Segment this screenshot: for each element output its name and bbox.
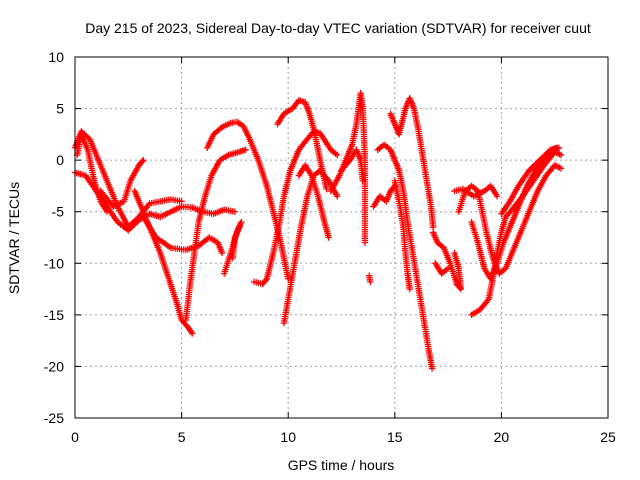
point-marks (370, 182, 398, 210)
series-arc-16 (366, 272, 374, 286)
y-tick-label: -20 (44, 358, 64, 374)
point-marks (374, 141, 436, 372)
point-marks (250, 128, 341, 288)
point-marks (498, 144, 561, 217)
series-arc-20 (391, 177, 413, 293)
y-axis-label: SDTVAR / TECUs (6, 182, 22, 294)
data-points (71, 89, 565, 372)
point-marks (97, 156, 147, 210)
series-arc-18 (374, 141, 436, 372)
point-marks (338, 146, 367, 184)
y-tick-label: 10 (48, 49, 64, 65)
plot-frame (74, 56, 609, 419)
y-tick-label: -10 (44, 255, 64, 271)
point-marks (391, 177, 413, 293)
series-arc-22 (432, 260, 452, 277)
series-arc-19 (387, 95, 437, 231)
x-tick-label: 10 (280, 429, 296, 445)
series-arc-12 (274, 97, 330, 193)
series-arc-7 (182, 146, 249, 324)
y-tick-label: 5 (56, 101, 64, 117)
series-arc-21 (429, 229, 465, 293)
x-tick-label: 0 (71, 429, 79, 445)
series-arc-11 (280, 167, 341, 327)
series-arc-13 (295, 162, 332, 241)
series-arc-4 (97, 156, 147, 210)
series-arc-10 (250, 128, 341, 288)
point-marks (203, 118, 292, 282)
series-arc-27 (498, 144, 561, 217)
x-tick-label: 5 (178, 429, 186, 445)
point-marks (274, 97, 330, 193)
series-arc-6 (140, 213, 226, 257)
point-marks (432, 260, 452, 277)
x-axis-label: GPS time / hours (288, 457, 395, 473)
point-marks (221, 218, 245, 277)
point-marks (295, 162, 332, 241)
y-tick-label: -15 (44, 307, 64, 323)
chart-title: Day 215 of 2023, Sidereal Day-to-day VTE… (85, 20, 591, 36)
y-tick-label: -25 (44, 410, 64, 426)
point-marks (182, 146, 249, 324)
series-arc-3 (73, 131, 111, 215)
point-marks (140, 213, 226, 257)
point-marks (387, 95, 437, 231)
series-arc-15 (338, 146, 367, 184)
point-marks (280, 167, 341, 327)
point-marks (366, 272, 374, 286)
point-marks (429, 229, 465, 293)
y-tick-label: -5 (52, 204, 65, 220)
point-marks (451, 182, 501, 200)
x-tick-label: 15 (387, 429, 403, 445)
x-tick-label: 20 (494, 429, 510, 445)
y-tick-label: 0 (56, 152, 64, 168)
series-arc-9 (221, 218, 245, 277)
point-marks (73, 131, 111, 215)
axis-ticks: 0 5 10 15 20 25 -25 -20 -15 -10 -5 0 5 10 (44, 49, 616, 445)
series-arc-26 (451, 182, 501, 200)
series-arc-17 (370, 182, 398, 210)
x-tick-label: 25 (600, 429, 616, 445)
series-arc-8 (203, 118, 292, 282)
